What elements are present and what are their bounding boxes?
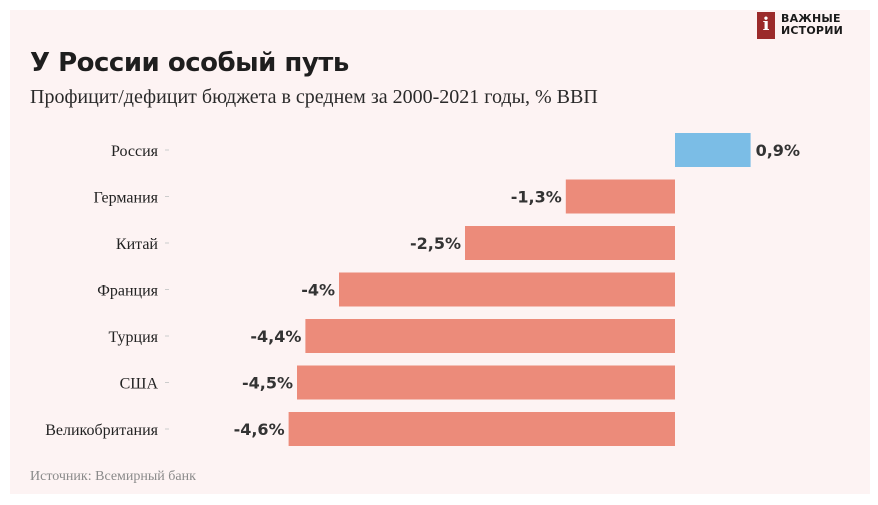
value-label-турция: -4,4%: [250, 327, 301, 346]
category-label-турция: Турция: [109, 329, 159, 346]
value-label-великобритания: -4,6%: [234, 420, 285, 439]
value-label-германия: -1,3%: [511, 188, 562, 207]
brand-name: ВАЖНЫЕ ИСТОРИИ: [781, 13, 843, 37]
bar-турция: [305, 319, 675, 353]
category-label-сша: США: [120, 376, 159, 393]
category-label-великобритания: Великобритания: [45, 422, 158, 439]
value-label-франция: -4%: [301, 281, 335, 300]
category-label-россия: Россия: [111, 143, 159, 160]
bar-великобритания: [288, 412, 675, 446]
source-note: Источник: Всемирный банк: [30, 469, 196, 484]
chart-subtitle: Профицит/дефицит бюджета в среднем за 20…: [30, 86, 598, 108]
category-label-франция: Франция: [97, 283, 158, 300]
brand-name-line2: ИСТОРИИ: [781, 24, 844, 37]
category-label-германия: Германия: [94, 190, 159, 207]
bar-германия: [565, 179, 675, 214]
category-label-китай: Китай: [116, 236, 159, 253]
brand-logo: i ВАЖНЫЕ ИСТОРИИ: [757, 11, 843, 39]
value-label-россия: 0,9%: [756, 141, 800, 160]
brand-logo-icon: i: [757, 11, 775, 39]
value-label-китай: -2,5%: [410, 234, 461, 253]
bar-франция: [339, 272, 675, 307]
chart-title: У России особый путь: [30, 48, 349, 78]
bar-россия: [675, 133, 751, 167]
brand-name-line1: ВАЖНЫЕ: [781, 12, 841, 25]
value-label-сша: -4,5%: [242, 374, 293, 393]
bar-сша: [297, 365, 675, 400]
bar-китай: [465, 226, 675, 260]
